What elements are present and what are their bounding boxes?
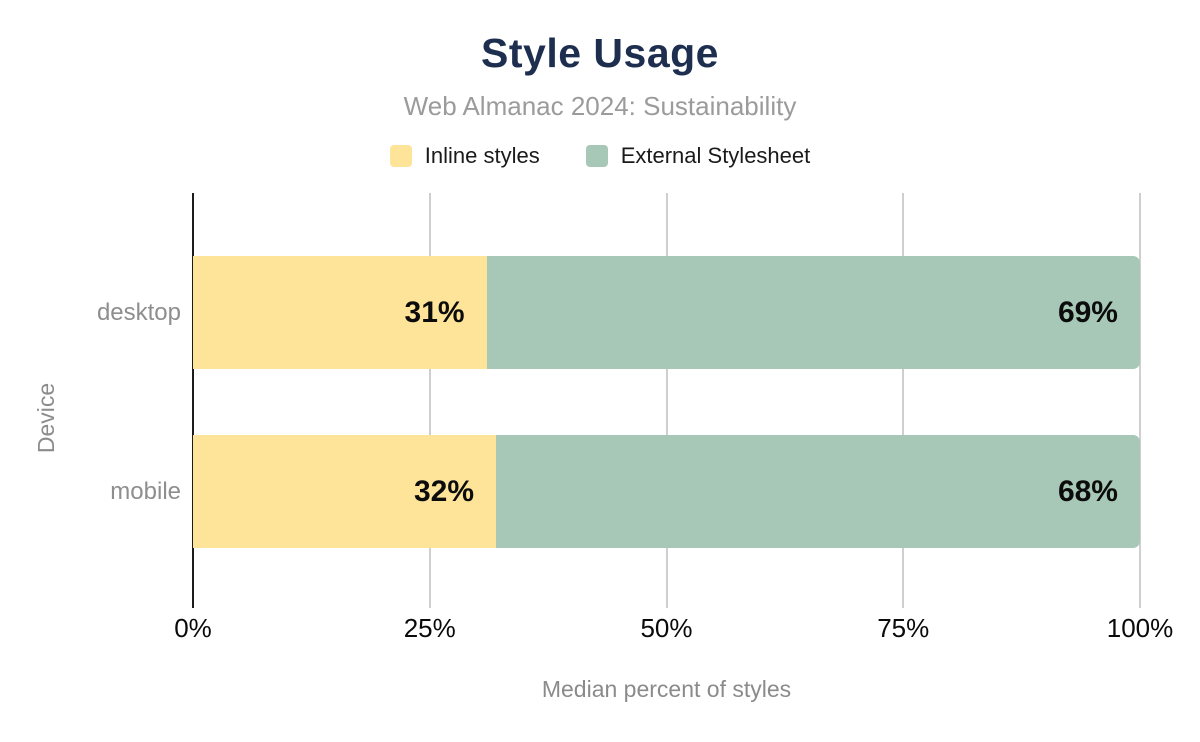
x-tick-label-50: 50%	[640, 613, 693, 643]
x-tick-label-25: 25%	[403, 613, 456, 643]
bar-row-mobile: 32% 68%	[193, 435, 1140, 548]
gridline-25	[428, 193, 431, 608]
legend-swatch-icon	[585, 145, 608, 167]
category-label-desktop: desktop	[96, 298, 181, 326]
legend-swatch-icon	[389, 145, 412, 167]
y-axis-line	[192, 193, 194, 608]
chart-subtitle: Web Almanac 2024: Sustainability	[403, 91, 797, 121]
bar-value-label: 32%	[413, 474, 475, 508]
category-label-mobile: mobile	[110, 477, 181, 505]
gridline-50	[665, 193, 668, 608]
x-tick-label-75: 75%	[877, 613, 930, 643]
bar-value-label: 69%	[1057, 295, 1118, 329]
y-axis-title: Device	[33, 382, 59, 454]
bar-row-desktop: 31% 69%	[193, 256, 1140, 369]
x-tick-label-0: 0%	[174, 613, 212, 643]
legend-item-1: Inline styles	[389, 143, 540, 169]
legend-item-2: External Stylesheet	[585, 143, 811, 169]
bar-segment-mobile-0: 32%	[193, 435, 497, 548]
gridline-75	[902, 193, 905, 608]
x-axis-title: Median percent of styles	[541, 676, 792, 702]
bar-segment-mobile-1: 68%	[496, 435, 1140, 548]
chart-title: Style Usage	[481, 30, 719, 76]
legend: Inline styles External Stylesheet	[0, 143, 1200, 169]
bar-value-label: 68%	[1057, 474, 1118, 508]
bar-segment-desktop-0: 31%	[193, 256, 487, 369]
x-tick-label-100: 100%	[1106, 613, 1174, 643]
legend-label: Inline styles	[424, 143, 540, 168]
legend-label: External Stylesheet	[620, 143, 811, 168]
bar-segment-desktop-1: 69%	[486, 256, 1140, 369]
bar-value-label: 31%	[404, 295, 465, 329]
gridline-100	[1139, 193, 1141, 608]
plot-area: 31% 69% 32% 68%	[192, 193, 1141, 608]
